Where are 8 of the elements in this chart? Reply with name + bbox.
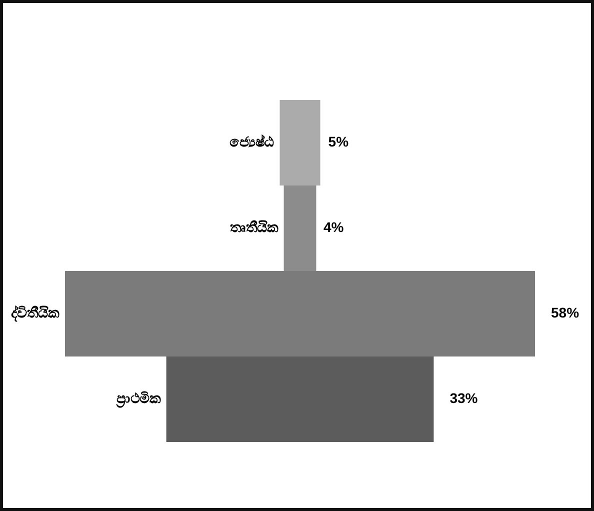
data-label: 33% bbox=[450, 390, 478, 406]
category-label: ජ්‍යෙෂ්ඨ bbox=[230, 134, 275, 151]
data-label: 4% bbox=[323, 218, 344, 235]
data-label: 58% bbox=[551, 304, 580, 320]
category-label: තෘතීයික bbox=[230, 220, 279, 236]
category-label: ද්විතීයික bbox=[11, 304, 60, 323]
category-label: ප්‍රාථමික bbox=[115, 391, 162, 410]
data-label: 5% bbox=[328, 133, 350, 150]
